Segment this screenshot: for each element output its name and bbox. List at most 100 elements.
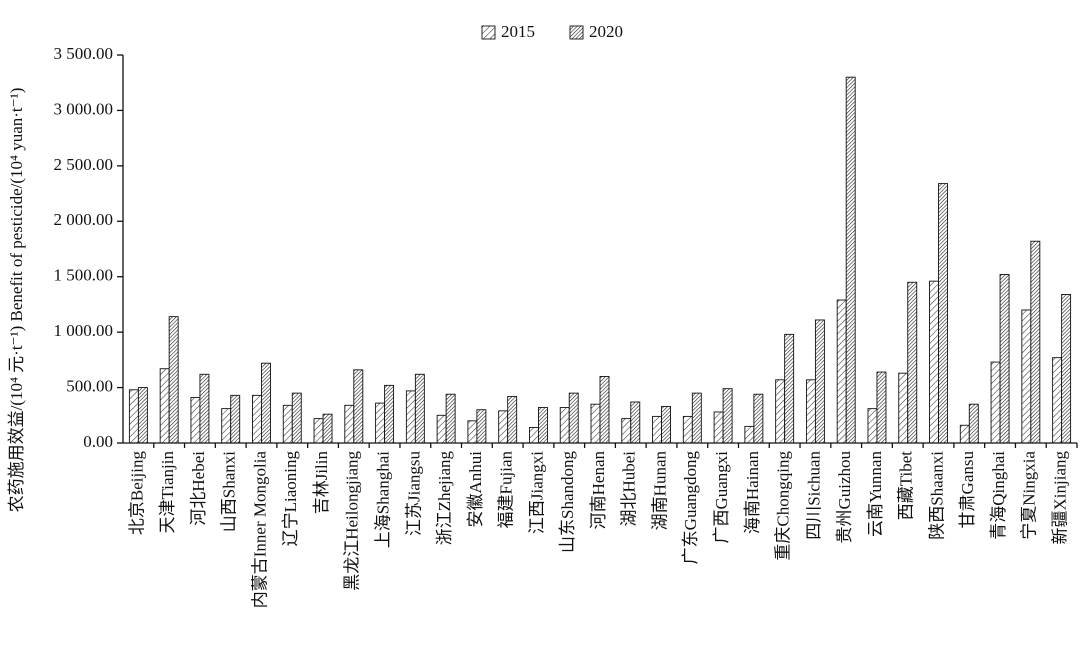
bar [261,362,271,444]
bar [128,389,139,444]
bar [436,414,447,444]
y-tick-label: 1 500.00 [54,266,114,285]
x-tick-label: 海南Hainan [743,451,762,535]
bar [836,299,847,444]
bar [898,372,909,444]
bar [814,319,825,444]
x-tick-label: 福建Fujian [497,451,516,529]
x-tick-label: 湖南Hunan [650,451,669,531]
bar [691,392,702,444]
y-tick-label: 2 500.00 [54,155,114,174]
bar [252,394,262,444]
y-tick-label: 1 000.00 [54,321,114,340]
bar [845,76,856,444]
bar [405,390,416,444]
bar [621,418,632,444]
x-tick-label: 上海Shanghai [373,451,392,549]
bar [344,404,355,444]
bar [867,408,878,444]
x-tick-label: 甘肃Gansu [958,451,977,529]
x-tick-label: 辽宁Liaoning [281,451,300,547]
y-tick-label: 3 000.00 [54,99,114,118]
legend-swatch [481,25,496,40]
y-tick-label: 3 500.00 [54,44,114,63]
bar [784,333,795,444]
x-tick-label: 浙江Zhejiang [435,451,454,546]
x-tick-label: 重庆Chongqing [774,451,793,561]
legend-label: 2020 [589,22,623,41]
x-tick-label: 山东Shandong [558,451,577,553]
bar [353,369,364,444]
legend-label: 2015 [501,22,535,41]
bar [476,409,487,444]
x-tick-label: 云南Yunnan [866,451,885,537]
bar [313,418,324,444]
bar [1052,357,1063,444]
x-tick-label: 内蒙古Inner Mongolia [250,451,269,609]
bar [168,316,179,444]
y-tick-label: 500.00 [66,376,113,395]
bar [538,407,548,444]
x-tick-label: 河北Hebei [189,451,208,526]
bar [559,407,570,444]
x-tick-label: 湖北Hubei [620,451,639,527]
x-tick-label: 黑龙江Heilongjiang [343,451,362,591]
bar [529,427,539,444]
x-tick-label: 青海Qinghai [989,451,1008,540]
bar [498,410,509,444]
bar [876,371,887,444]
x-tick-label: 江苏Jiangsu [404,451,423,536]
x-tick-label: 四川Sichuan [804,451,823,540]
bar [1030,240,1041,444]
bar [221,408,232,444]
bar [999,274,1010,444]
bar [968,403,979,444]
bar [652,415,662,444]
bar [282,404,293,444]
legend-swatch [569,25,584,40]
bar [1021,309,1032,444]
x-tick-label: 西藏Tibet [897,451,916,521]
y-tick-label: 0.00 [83,432,113,451]
bar [630,401,641,444]
x-tick-label: 陕西Shaanxi [927,451,946,540]
bar [775,379,786,444]
bar [722,388,733,444]
bar [590,403,601,444]
bar [467,420,478,444]
bar [384,384,395,444]
bar [929,280,939,444]
bar [805,379,816,444]
bar [190,397,201,444]
x-tick-label: 河南Henan [589,451,608,530]
bar [199,373,210,444]
bar [137,387,148,444]
x-tick-label: 吉林Jilin [312,451,331,515]
bar [959,424,970,444]
bar [568,392,579,444]
x-tick-label: 天津Tianjin [158,451,177,534]
bar [713,411,724,444]
x-tick-label: 贵州Guizhou [835,451,854,544]
bar [507,395,518,444]
bar [159,368,170,444]
bar [907,281,918,444]
bar [990,361,1001,444]
bar [938,183,948,444]
x-tick-label: 广西Guangxi [712,451,731,544]
bar [375,402,386,444]
x-tick-label: 宁夏Ningxia [1020,451,1039,540]
bar [682,415,693,444]
y-axis-label: 农药施用效益/(10⁴ 元·t⁻¹) Benefit of pesticide/… [7,88,26,513]
bar [445,393,456,444]
y-tick-label: 2 000.00 [54,210,114,229]
x-tick-label: 广东Guangdong [681,451,700,565]
x-tick-label: 山西Shanxi [220,451,239,532]
bar [291,392,302,444]
bar [230,394,241,444]
bar [1061,294,1072,444]
bar [744,425,755,444]
bar [322,413,333,444]
bar [661,405,671,444]
